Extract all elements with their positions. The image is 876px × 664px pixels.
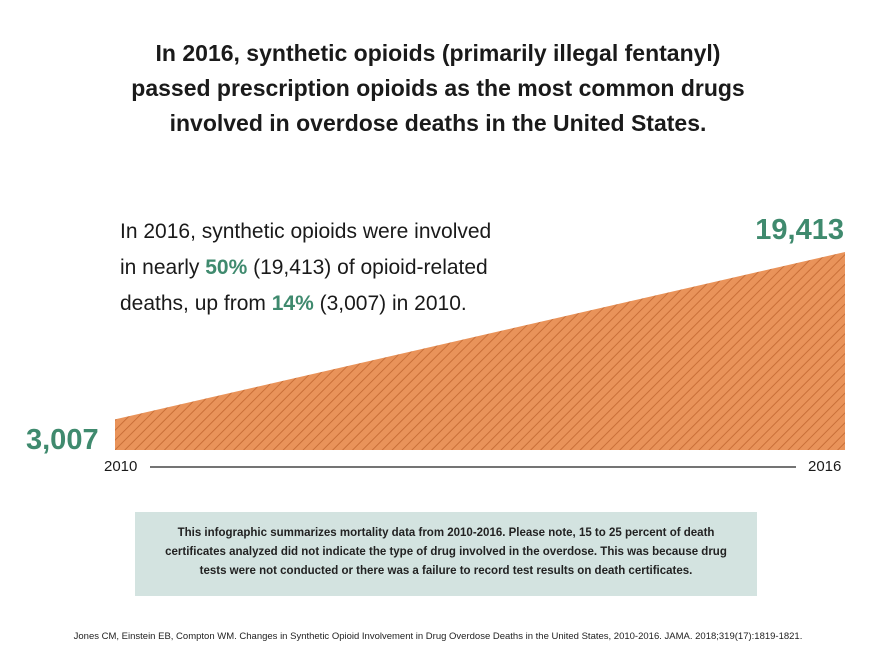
summary-line-3: deaths, up from 14% (3,007) in 2010. [120, 286, 550, 322]
summary-highlight-2010-percent: 14% [271, 292, 314, 315]
summary-text-2c: (19,413) of opioid-related [247, 256, 488, 279]
data-label-2010: 3,007 [26, 424, 99, 456]
title-line-1: In 2016, synthetic opioids (primarily il… [155, 40, 721, 66]
area-chart [115, 252, 845, 468]
methodology-note: This infographic summarizes mortality da… [135, 512, 757, 596]
data-label-2016: 19,413 [755, 214, 844, 246]
area-series-synthetic-opioid-deaths [115, 252, 845, 450]
summary-line-2: in nearly 50% (19,413) of opioid-related [120, 250, 550, 286]
x-tick-label-2016: 2016 [808, 458, 842, 475]
citation: Jones CM, Einstein EB, Compton WM. Chang… [73, 631, 803, 642]
summary-text-3a: deaths, up from [120, 292, 272, 315]
summary-text-2a: in nearly [120, 256, 206, 279]
title-line-3: involved in overdose deaths in the Unite… [169, 110, 707, 136]
summary-text-1: In 2016, synthetic opioids were involved [120, 220, 492, 243]
title-line-2: passed prescription opioids as the most … [131, 75, 745, 101]
summary-line-1: In 2016, synthetic opioids were involved [120, 214, 550, 250]
summary-text-3c: (3,007) in 2010. [313, 292, 467, 315]
summary-highlight-2016-percent: 50% [205, 256, 248, 279]
x-tick-label-2010: 2010 [104, 458, 138, 475]
summary-text: In 2016, synthetic opioids were involved… [120, 214, 550, 322]
infographic-title: In 2016, synthetic opioids (primarily il… [60, 36, 816, 141]
